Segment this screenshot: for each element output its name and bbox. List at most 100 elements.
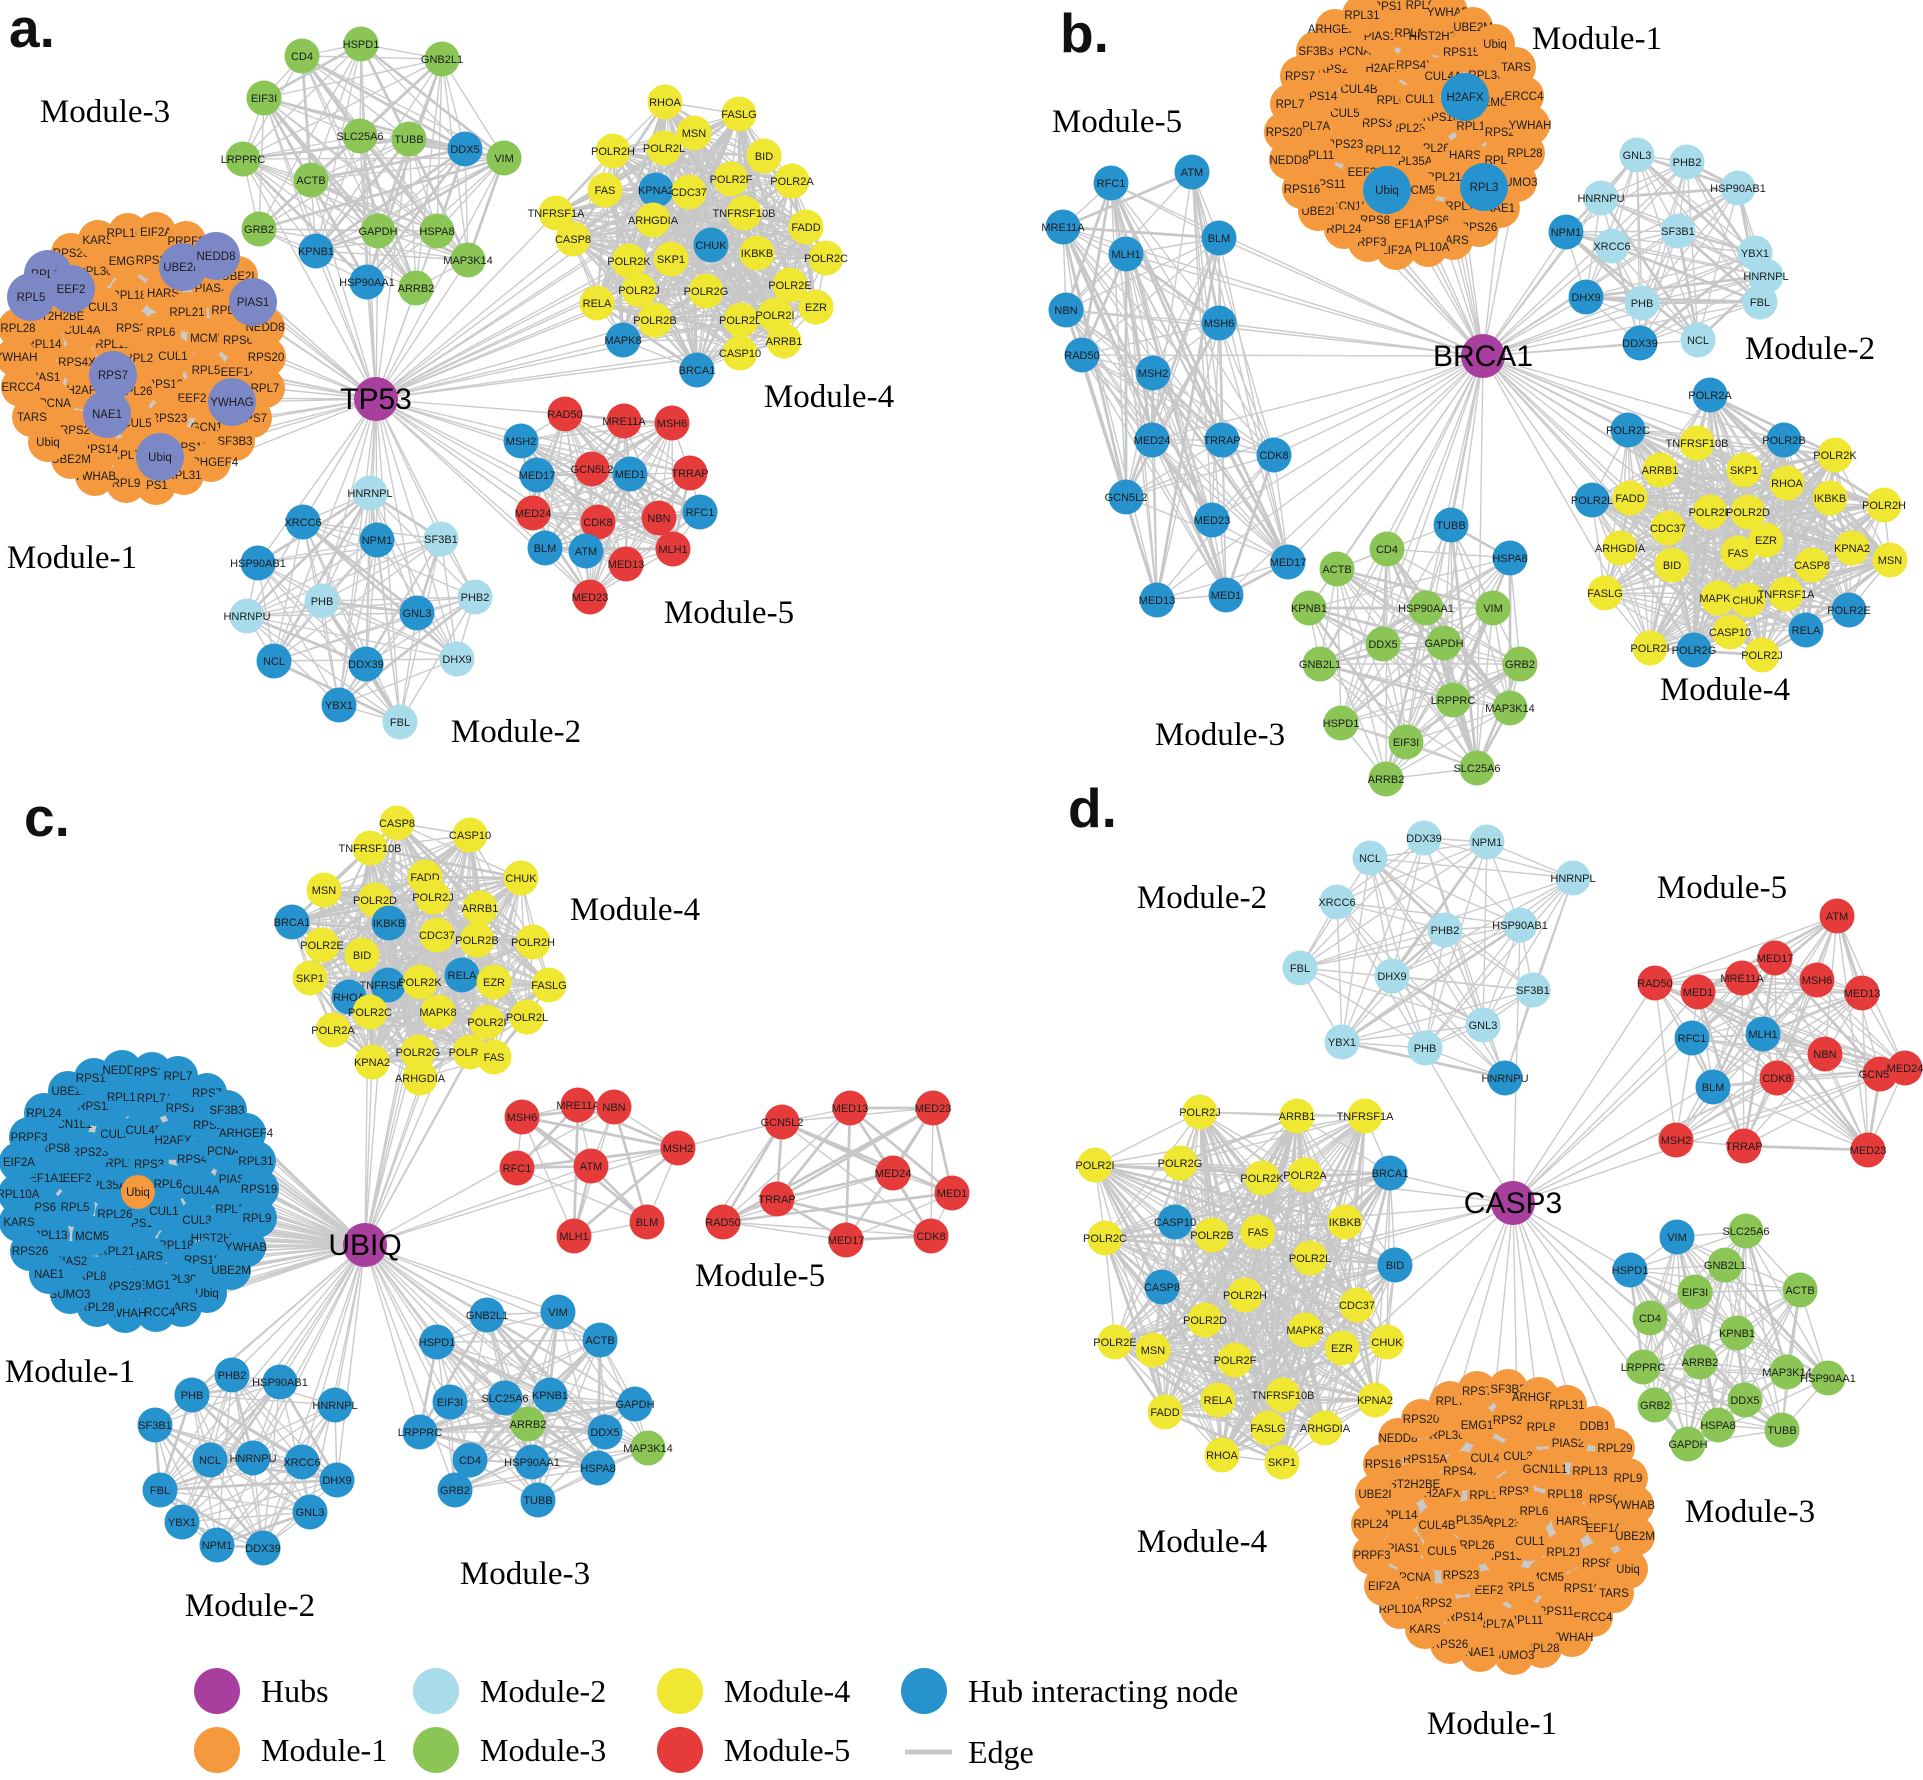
svg-text:Module-3: Module-3 — [1685, 1494, 1815, 1530]
svg-text:HSP90AA1: HSP90AA1 — [504, 1457, 560, 1469]
svg-text:EMG1: EMG1 — [109, 256, 142, 268]
svg-text:MAP3K14: MAP3K14 — [1485, 703, 1535, 715]
svg-text:HARS: HARS — [1556, 1516, 1588, 1528]
svg-text:SKP1: SKP1 — [657, 254, 685, 266]
svg-text:GRB2: GRB2 — [1640, 1400, 1670, 1412]
svg-text:Module-1: Module-1 — [1427, 1706, 1557, 1742]
svg-text:POLR2D: POLR2D — [719, 315, 763, 327]
svg-text:GNL3: GNL3 — [296, 1507, 325, 1519]
svg-text:Hub interacting node: Hub interacting node — [968, 1673, 1238, 1709]
svg-text:TNFRSF1A: TNFRSF1A — [528, 208, 586, 220]
svg-text:POLR2C: POLR2C — [348, 1007, 392, 1019]
svg-text:KPNB1: KPNB1 — [532, 1390, 568, 1402]
svg-text:KARS: KARS — [82, 235, 114, 247]
svg-text:RPL21: RPL21 — [1546, 1547, 1581, 1559]
svg-text:POLR2I: POLR2I — [1075, 1160, 1114, 1172]
svg-text:POLR2E: POLR2E — [768, 280, 811, 292]
svg-text:CASP10: CASP10 — [719, 348, 761, 360]
svg-text:RPS19: RPS19 — [241, 1184, 277, 1196]
svg-text:UBIQ: UBIQ — [328, 1229, 401, 1262]
svg-text:POLR2K: POLR2K — [607, 256, 651, 268]
svg-text:HSP90AB1: HSP90AB1 — [230, 558, 286, 570]
svg-text:FASLG: FASLG — [531, 980, 566, 992]
svg-text:MED23: MED23 — [1194, 515, 1231, 527]
svg-text:MAPK8: MAPK8 — [1699, 593, 1736, 605]
svg-text:RPL23: RPL23 — [1390, 123, 1425, 135]
svg-text:RPL14: RPL14 — [1382, 1510, 1418, 1522]
svg-text:DDX5: DDX5 — [590, 1427, 619, 1439]
svg-text:MSH6: MSH6 — [657, 418, 688, 430]
svg-text:NEDD8: NEDD8 — [1379, 1433, 1418, 1445]
svg-text:MAPK8: MAPK8 — [419, 1007, 456, 1019]
svg-text:MSN: MSN — [1141, 1345, 1166, 1357]
svg-text:MRE11A: MRE11A — [602, 416, 646, 428]
svg-text:BLM: BLM — [1702, 1082, 1725, 1094]
svg-text:NEDD8: NEDD8 — [197, 251, 236, 263]
svg-text:VIM: VIM — [548, 1307, 568, 1319]
svg-text:RPS14: RPS14 — [82, 444, 119, 456]
svg-text:CUL4A: CUL4A — [182, 1185, 219, 1197]
svg-text:CUL1: CUL1 — [1405, 94, 1434, 106]
svg-text:RPL9: RPL9 — [243, 1213, 272, 1225]
svg-text:SF3B1: SF3B1 — [1516, 985, 1550, 997]
svg-text:MED24: MED24 — [1134, 435, 1171, 447]
svg-text:GAPDH: GAPDH — [1668, 1439, 1707, 1451]
svg-text:CHUK: CHUK — [505, 873, 537, 885]
svg-text:RAD50: RAD50 — [1064, 350, 1099, 362]
svg-text:RHOA: RHOA — [1771, 478, 1803, 490]
svg-text:a.: a. — [9, 0, 55, 59]
svg-text:CUL4B: CUL4B — [1418, 1520, 1455, 1532]
svg-text:ARHGDIA: ARHGDIA — [628, 215, 679, 227]
svg-text:EEF1A1: EEF1A1 — [1387, 219, 1430, 231]
svg-text:PHB2: PHB2 — [1673, 157, 1702, 169]
svg-text:KARS: KARS — [1409, 1624, 1441, 1636]
svg-text:RPL14: RPL14 — [26, 339, 62, 351]
svg-text:Module-5: Module-5 — [695, 1258, 825, 1294]
svg-text:XRCC6: XRCC6 — [284, 517, 321, 529]
svg-text:Edge: Edge — [968, 1734, 1034, 1770]
svg-text:MSH6: MSH6 — [1802, 975, 1833, 987]
svg-text:HNRNPL: HNRNPL — [347, 488, 392, 500]
svg-text:CDC37: CDC37 — [1339, 1300, 1375, 1312]
svg-text:MSN: MSN — [1878, 555, 1903, 567]
svg-text:NBN: NBN — [647, 513, 670, 525]
svg-text:CASP8: CASP8 — [379, 818, 415, 830]
svg-text:HNRNPU: HNRNPU — [229, 1453, 276, 1465]
svg-text:TARS: TARS — [17, 412, 47, 424]
svg-text:EIF2A: EIF2A — [1380, 245, 1412, 257]
svg-text:H2AFX: H2AFX — [1446, 92, 1483, 104]
svg-text:DDB1: DDB1 — [1580, 1421, 1611, 1433]
svg-text:SF3B3: SF3B3 — [1490, 1384, 1525, 1396]
svg-text:HNRNPU: HNRNPU — [1481, 1073, 1528, 1085]
svg-text:RPL28: RPL28 — [0, 323, 35, 335]
svg-text:EEF2: EEF2 — [1475, 1585, 1504, 1597]
svg-text:MED17: MED17 — [828, 1235, 865, 1247]
svg-text:XRCC6: XRCC6 — [283, 1457, 320, 1469]
svg-text:FAS: FAS — [1728, 548, 1749, 560]
svg-text:RPL11: RPL11 — [1509, 1615, 1543, 1627]
svg-text:ARRB1: ARRB1 — [766, 336, 803, 348]
svg-text:POLR2H: POLR2H — [511, 937, 555, 949]
svg-text:RPL6: RPL6 — [1377, 95, 1406, 107]
svg-text:MED24: MED24 — [875, 1168, 912, 1180]
svg-text:RPS14: RPS14 — [1301, 91, 1338, 103]
svg-text:ARRB2: ARRB2 — [1368, 774, 1405, 786]
svg-text:POLR2L: POLR2L — [506, 1012, 548, 1024]
svg-text:NCL: NCL — [1359, 853, 1381, 865]
svg-text:HSPA8: HSPA8 — [580, 1463, 615, 1475]
svg-text:HNRNPU: HNRNPU — [223, 611, 270, 623]
svg-text:FASLG: FASLG — [1587, 588, 1622, 600]
svg-text:EMG1: EMG1 — [1461, 1420, 1494, 1432]
svg-text:TUBB: TUBB — [394, 134, 423, 146]
svg-text:POLR2D: POLR2D — [1726, 507, 1770, 519]
svg-text:CUL4B: CUL4B — [125, 1125, 162, 1137]
svg-text:RPS4X: RPS4X — [1443, 1466, 1481, 1478]
svg-text:MED13: MED13 — [608, 559, 645, 571]
svg-text:RPL13: RPL13 — [1572, 1466, 1607, 1478]
svg-text:RPL6: RPL6 — [1520, 1506, 1549, 1518]
svg-text:POLR2G: POLR2G — [684, 286, 729, 298]
svg-text:CDK8: CDK8 — [1762, 1073, 1791, 1085]
svg-text:Module-3: Module-3 — [480, 1732, 606, 1768]
svg-text:SKP1: SKP1 — [1730, 465, 1758, 477]
svg-text:BID: BID — [1663, 560, 1681, 572]
